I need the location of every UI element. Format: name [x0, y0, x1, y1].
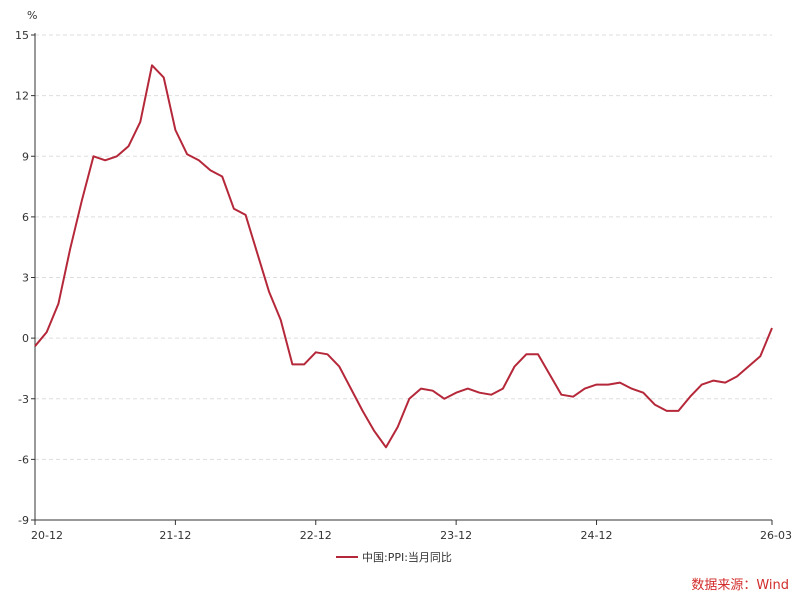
y-tick-label: 15 [15, 29, 29, 42]
y-tick-label: 12 [15, 90, 29, 103]
x-tick-label: 22-12 [300, 529, 332, 542]
legend-label: 中国:PPI:当月同比 [362, 550, 452, 564]
y-tick-labels: 15 12 9 6 3 0 -3 -6 -9 [15, 29, 35, 527]
x-tick-label: 20-12 [31, 529, 63, 542]
x-tick-labels: 20-12 21-12 22-12 23-12 24-12 26-03 [31, 520, 792, 542]
data-source-note: 数据来源：Wind [691, 578, 789, 593]
y-tick-label: -9 [18, 514, 29, 527]
series-layer [34, 64, 773, 449]
y-tick-label: -6 [18, 453, 29, 466]
y-tick-label: 3 [22, 272, 29, 285]
y-tick-label: 6 [22, 211, 29, 224]
y-tick-label: 0 [22, 332, 29, 345]
x-tick-label: 21-12 [159, 529, 191, 542]
x-tick-label: 23-12 [440, 529, 472, 542]
y-axis-unit-label: % [27, 9, 37, 22]
y-tick-label: -3 [18, 393, 29, 406]
x-tick-label: 26-03 [760, 529, 792, 542]
x-tick-label: 24-12 [581, 529, 613, 542]
legend: 中国:PPI:当月同比 [336, 550, 452, 564]
ppi-series-line [34, 64, 773, 449]
y-tick-label: 9 [22, 150, 29, 163]
gridlines [35, 34, 772, 460]
axes [34, 33, 772, 521]
